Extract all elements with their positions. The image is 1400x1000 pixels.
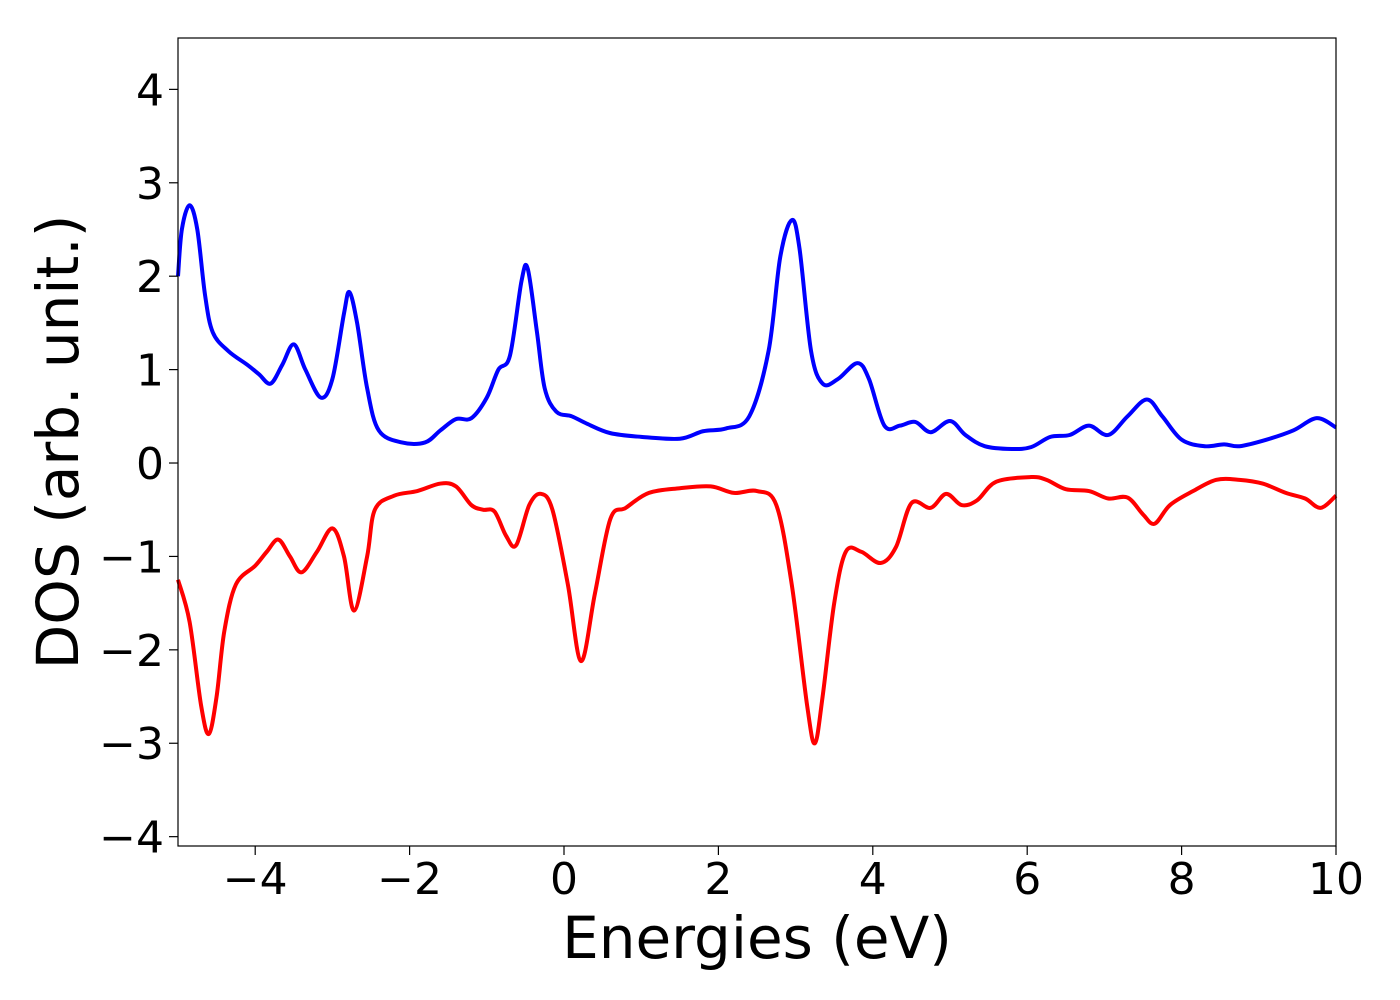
x-axis-label: Energies (eV): [562, 904, 952, 972]
series-layer: [176, 203, 1338, 746]
x-tick-label: −2: [377, 854, 442, 905]
y-axis-label: DOS (arb. unit.): [24, 215, 92, 670]
series-line-1: [176, 474, 1338, 746]
y-tick-label: 3: [136, 159, 164, 210]
series-line-0: [176, 203, 1338, 452]
x-tick-label: 6: [1013, 854, 1041, 905]
y-tick-label: −3: [99, 719, 164, 770]
y-tick-label: −1: [99, 532, 164, 583]
y-tick-label: 0: [136, 439, 164, 490]
x-tick-label: 0: [550, 854, 578, 905]
y-tick-label: −2: [99, 626, 164, 677]
x-tick-label: −4: [223, 854, 288, 905]
x-tick-label: 8: [1168, 854, 1196, 905]
y-tick-label: 1: [136, 346, 164, 397]
y-tick-label: 2: [136, 252, 164, 303]
x-tick-label: 2: [704, 854, 732, 905]
x-tick-label: 4: [859, 854, 887, 905]
ticks-layer: −4 −2 0 2 4 6 8 10 −4 −3 −2 −1 0 1 2 3 4: [99, 65, 1364, 905]
plot-frame: [177, 37, 1337, 847]
y-tick-label: 4: [136, 65, 164, 116]
y-tick-label: −4: [99, 813, 164, 864]
x-tick-label: 10: [1308, 854, 1364, 905]
